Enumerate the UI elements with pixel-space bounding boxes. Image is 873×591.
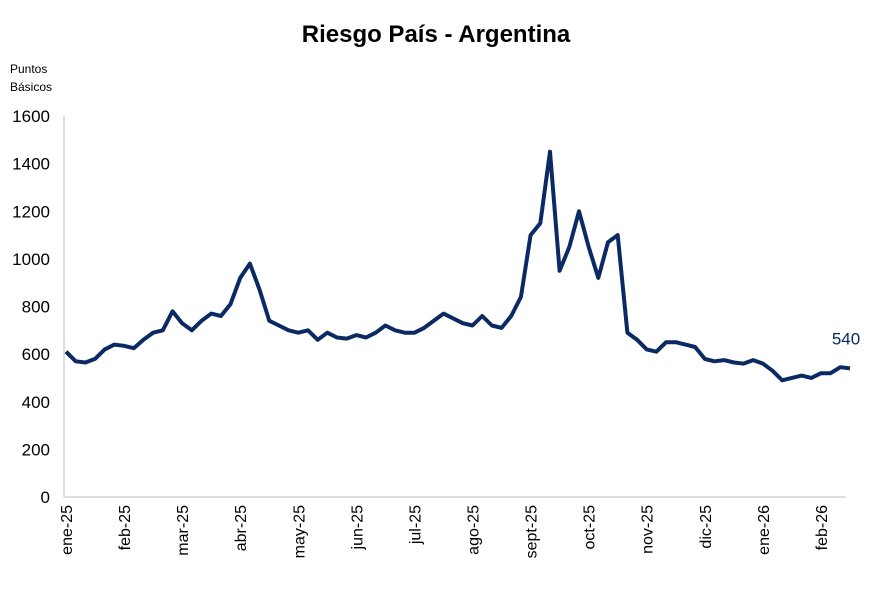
y-tick-label: 600 [22, 345, 50, 364]
x-tick-label: abr-25 [233, 505, 250, 551]
chart-title: Riesgo País - Argentina [302, 21, 571, 48]
y-tick-label: 1600 [12, 107, 50, 126]
x-tick-label: feb-26 [814, 505, 831, 550]
y-tick-label: 400 [22, 393, 50, 412]
y-tick-label: 1400 [12, 155, 50, 174]
x-tick-label: nov-25 [640, 505, 657, 554]
y-tick-label: 800 [22, 298, 50, 317]
y-axis-label: Básicos [10, 80, 52, 94]
x-tick-label: ene-26 [756, 505, 773, 555]
x-tick-label: sept-25 [524, 505, 541, 558]
y-tick-label: 1200 [12, 202, 50, 221]
data-label: 540 [832, 329, 860, 348]
x-tick-label: jul-25 [407, 505, 424, 545]
x-tick-label: ene-25 [59, 505, 76, 555]
y-tick-label: 200 [22, 440, 50, 459]
x-tick-label: dic-25 [698, 505, 715, 549]
line-series [64, 149, 851, 383]
x-tick-label: mar-25 [175, 505, 192, 556]
y-axis-label: Puntos [10, 62, 47, 76]
x-tick-label: oct-25 [582, 505, 599, 550]
x-tick-label: may-25 [291, 505, 308, 558]
y-tick-label: 0 [41, 488, 50, 507]
x-tick-label: jun-25 [349, 505, 366, 551]
x-tick-label: feb-25 [117, 505, 134, 550]
x-tick-label: ago-25 [466, 505, 483, 555]
y-tick-label: 1000 [12, 250, 50, 269]
